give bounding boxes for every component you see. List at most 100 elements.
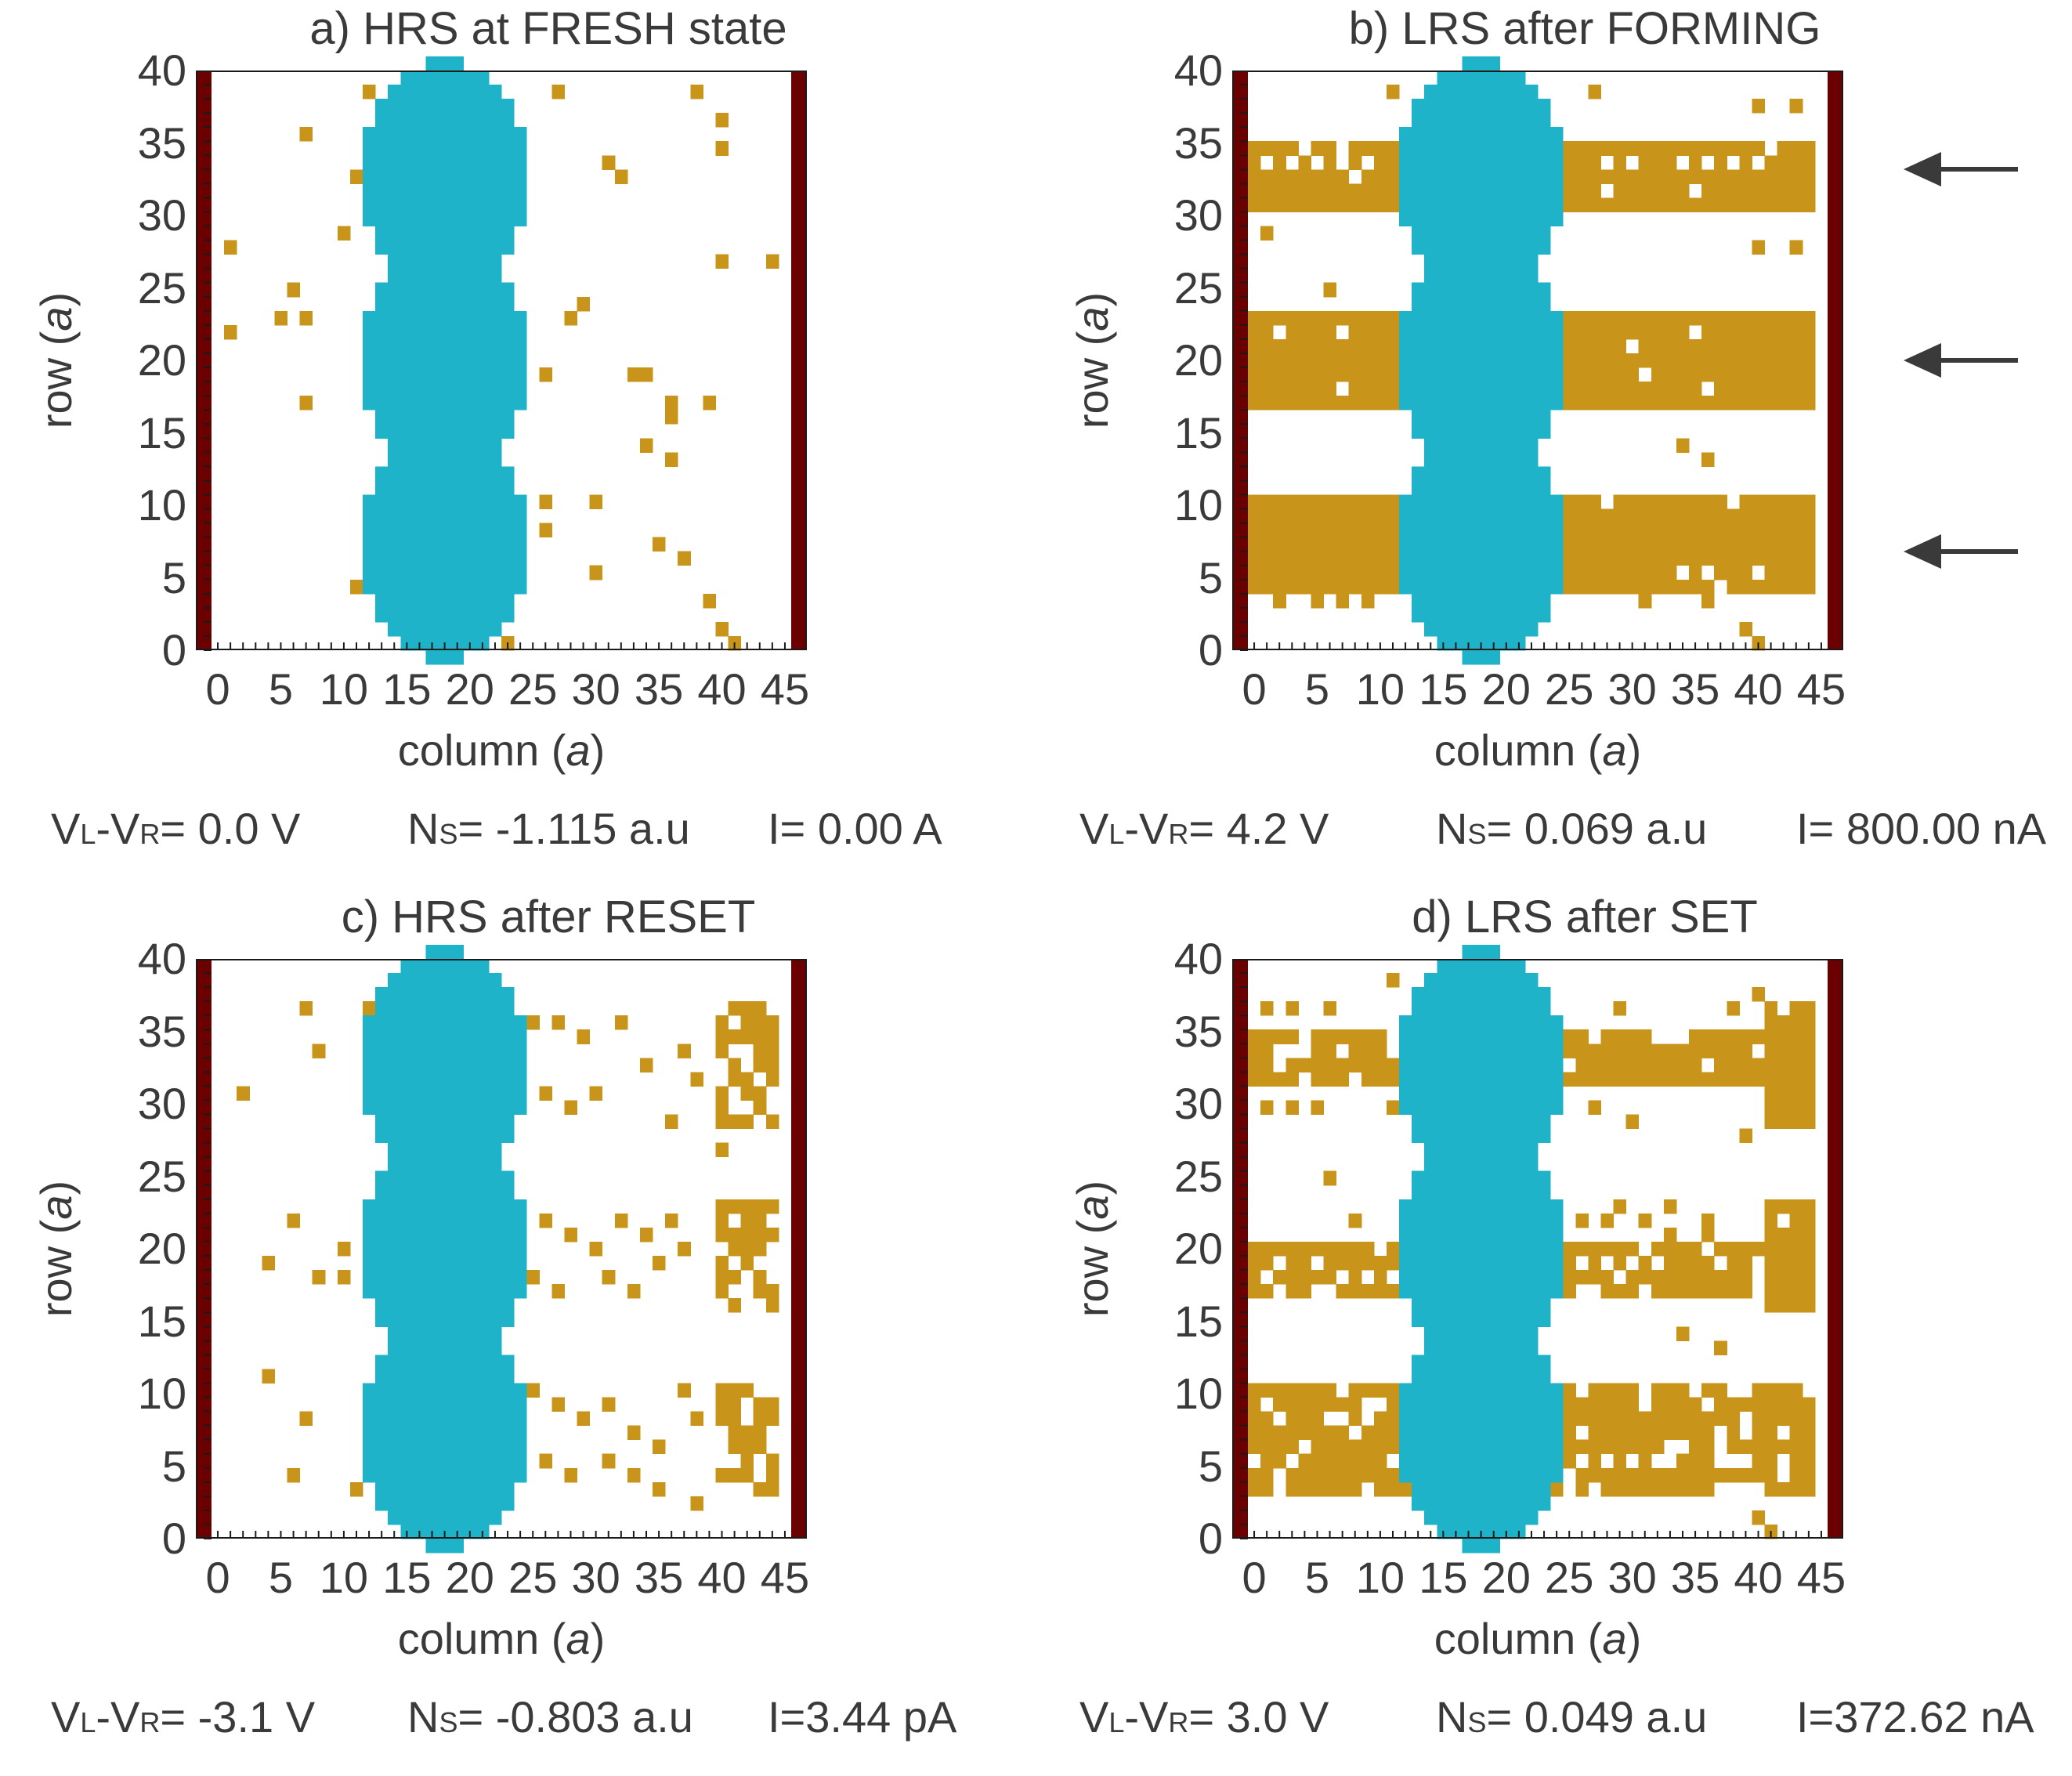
cluster-cell	[413, 1355, 426, 1369]
x-tick-label: 20	[445, 664, 494, 714]
cluster-cell	[514, 565, 527, 581]
band-cell	[1714, 1270, 1727, 1285]
cluster-cell	[501, 1185, 515, 1200]
cluster-cell	[514, 1029, 527, 1044]
cluster-cell	[375, 282, 389, 298]
cluster-cell	[488, 268, 502, 284]
cluster-cell	[1487, 296, 1501, 312]
cluster-cell	[1449, 1496, 1463, 1511]
cluster-cell	[1524, 367, 1539, 382]
cluster-cell	[1487, 282, 1501, 298]
cluster-cell	[1474, 959, 1488, 974]
band-cell	[1802, 494, 1816, 510]
band-cell	[1638, 1270, 1652, 1285]
cluster-cell	[1462, 296, 1476, 312]
cluster-cell	[1499, 353, 1513, 368]
band-cell	[1273, 1439, 1286, 1455]
cluster-cell	[413, 480, 426, 495]
cluster-cell	[1437, 155, 1450, 170]
cluster-cell	[413, 593, 426, 609]
band-cell	[1260, 1072, 1274, 1087]
band-cell	[728, 1114, 742, 1130]
cluster-cell	[1512, 310, 1526, 326]
cluster-cell	[450, 141, 465, 156]
cluster-cell	[463, 1142, 477, 1158]
cluster-cell	[488, 254, 502, 269]
band-cell	[1613, 382, 1627, 396]
band-cell	[1689, 565, 1702, 581]
cluster-cell	[1437, 1114, 1450, 1130]
y-tick-label: 0	[161, 1514, 186, 1563]
band-cell	[1600, 537, 1615, 552]
band-cell	[1386, 1425, 1400, 1441]
cluster-cell	[501, 141, 515, 156]
cluster-cell	[438, 1397, 452, 1412]
x-tick-label: 0	[205, 664, 230, 714]
cluster-cell	[501, 1355, 515, 1369]
particle	[1286, 1001, 1299, 1016]
cluster-cell	[375, 1369, 389, 1384]
cluster-cell	[1462, 1086, 1476, 1101]
cluster-cell	[1412, 1453, 1425, 1469]
band-cell	[1625, 1481, 1640, 1497]
cluster-cell	[1499, 593, 1513, 609]
cluster-cell	[476, 1256, 490, 1271]
band-cell	[1651, 353, 1665, 368]
particle	[1638, 1213, 1652, 1228]
cluster-cell	[1449, 593, 1463, 609]
band-cell	[1248, 1383, 1261, 1398]
cluster-cell	[1462, 973, 1476, 988]
band-cell	[1739, 1467, 1752, 1483]
band-cell	[1348, 508, 1362, 524]
cluster-cell	[501, 1029, 515, 1044]
cluster-cell	[476, 410, 490, 425]
cluster-cell	[1474, 1058, 1488, 1072]
band-cell	[1600, 169, 1615, 184]
band-cell	[1323, 1425, 1337, 1441]
band-cell	[1311, 1481, 1325, 1497]
band-cell	[1789, 1227, 1803, 1242]
band-cell	[1260, 367, 1274, 382]
cluster-cell	[1524, 1227, 1539, 1242]
band-cell	[1323, 169, 1337, 184]
band-cell	[1663, 1397, 1677, 1412]
cluster-cell	[400, 113, 414, 128]
cluster-cell	[501, 1058, 515, 1072]
band-cell	[1323, 1481, 1337, 1497]
cluster-cell	[1512, 1001, 1526, 1016]
band-cell	[1373, 141, 1387, 156]
cluster-cell	[1487, 944, 1501, 960]
cluster-cell	[476, 551, 490, 566]
cluster-cell	[476, 155, 490, 170]
cluster-cell	[388, 1312, 401, 1327]
cluster-cell	[425, 324, 439, 340]
cluster-cell	[1538, 537, 1551, 552]
band-cell	[1323, 1397, 1337, 1412]
band-cell	[1373, 1411, 1387, 1427]
cluster-cell	[1462, 987, 1476, 1002]
cluster-cell	[501, 1001, 515, 1016]
cluster-cell	[1449, 480, 1463, 495]
band-cell	[1286, 382, 1299, 396]
cluster-cell	[375, 1383, 389, 1398]
band-cell	[1663, 169, 1677, 184]
cluster-cell	[1424, 324, 1437, 340]
cluster-cell	[1412, 551, 1425, 566]
cluster-cell	[450, 212, 465, 227]
cluster-cell	[438, 1453, 452, 1469]
cluster-cell	[1487, 1539, 1501, 1554]
band-cell	[1298, 1241, 1311, 1257]
cluster-cell	[476, 987, 490, 1002]
cluster-cell	[488, 1256, 502, 1271]
band-cell	[1348, 537, 1362, 552]
cluster-cell	[476, 621, 490, 637]
cluster-cell	[438, 367, 452, 382]
band-cell	[1613, 1453, 1627, 1469]
band-cell	[1739, 382, 1752, 396]
cluster-cell	[1474, 1072, 1488, 1087]
cluster-cell	[363, 1227, 376, 1242]
cluster-cell	[375, 1241, 389, 1257]
cluster-cell	[438, 508, 452, 524]
cluster-cell	[1424, 1114, 1437, 1130]
cluster-cell	[488, 1355, 502, 1369]
